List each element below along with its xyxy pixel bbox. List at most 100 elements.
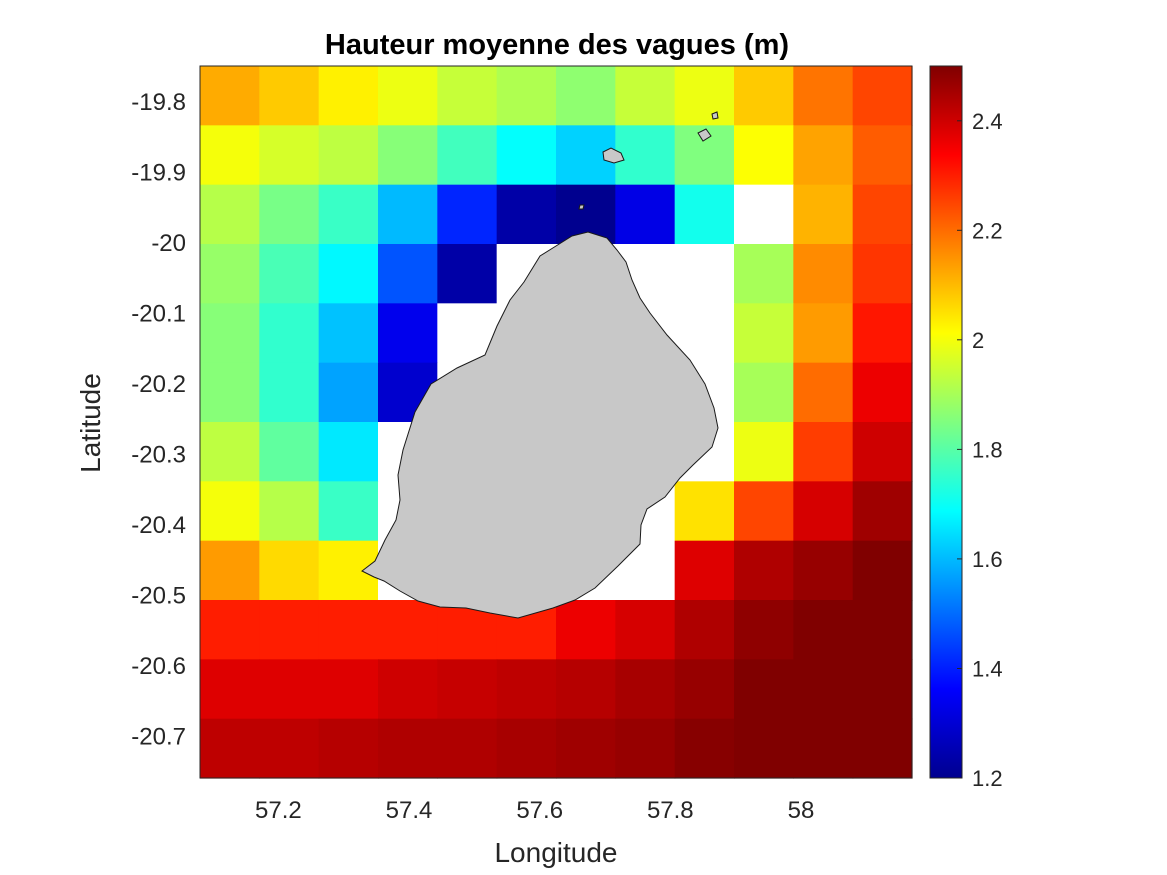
heatmap-cell	[734, 600, 794, 660]
heatmap-cell	[259, 540, 320, 601]
heatmap-cell	[852, 481, 913, 542]
y-tick-label: -20	[151, 230, 186, 257]
heatmap-cell	[378, 659, 438, 720]
heatmap-cell	[200, 422, 260, 482]
heatmap-cell	[852, 125, 913, 186]
heatmap-cell	[852, 659, 913, 720]
heatmap-cell	[852, 244, 913, 304]
heatmap-cell	[734, 481, 794, 542]
heatmap-cell	[852, 362, 913, 423]
heatmap-cell	[852, 184, 913, 245]
heatmap-cell	[200, 718, 260, 779]
islet-gunners-quoin	[602, 147, 625, 164]
heatmap-cell	[674, 659, 735, 720]
colorbar-tick-label: 2	[972, 328, 984, 353]
heatmap-cell	[793, 481, 854, 542]
heatmap-cell	[793, 659, 854, 720]
heatmap-cell	[200, 481, 260, 542]
x-tick-label: 57.4	[386, 797, 433, 824]
heatmap-cell	[674, 600, 735, 660]
heatmap-cell	[437, 718, 498, 779]
heatmap-cell	[674, 303, 735, 364]
heatmap-cell	[674, 184, 735, 245]
heatmap-cell	[674, 244, 735, 304]
heatmap-cell	[734, 184, 794, 245]
colorbar-tick-label: 1.4	[972, 657, 1003, 682]
heatmap-cell	[259, 303, 320, 364]
heatmap-cell	[852, 718, 913, 779]
heatmap-cell	[437, 125, 498, 186]
heatmap-cell	[318, 659, 379, 720]
heatmap-cell	[318, 718, 379, 779]
heatmap-cell	[734, 66, 794, 126]
heatmap-cell	[674, 718, 735, 779]
y-tick-label: -20.1	[131, 301, 186, 328]
heatmap-cell	[437, 184, 498, 245]
heatmap-cell	[259, 718, 320, 779]
heatmap-cell	[200, 244, 260, 304]
heatmap-cell	[615, 125, 676, 186]
y-tick-label: -20.4	[131, 512, 186, 539]
heatmap-cell	[200, 600, 260, 660]
heatmap-cell	[200, 659, 260, 720]
heatmap-cell	[378, 718, 438, 779]
heatmap-cell	[318, 66, 379, 126]
heatmap-cell	[615, 718, 676, 779]
colorbar-ticks: 1.2 1.4 1.6 1.8 2 2.2 2.4	[957, 109, 1003, 791]
heatmap-cell	[378, 184, 438, 245]
heatmap-cell	[318, 244, 379, 304]
heatmap-cell	[378, 244, 438, 304]
heatmap-cell	[200, 540, 260, 601]
heatmap-cell	[674, 540, 735, 601]
heatmap-cell	[793, 125, 854, 186]
heatmap-cell	[496, 125, 557, 186]
heatmap-cell	[318, 184, 379, 245]
heatmap-cell	[852, 303, 913, 364]
heatmap-cell	[734, 125, 794, 186]
heatmap-cell	[200, 125, 260, 186]
heatmap-cell	[734, 540, 794, 601]
heatmap-cell	[674, 66, 735, 126]
heatmap-cell	[437, 66, 498, 126]
heatmap-cell	[437, 659, 498, 720]
heatmap-cell	[259, 125, 320, 186]
y-tick-label: -20.7	[131, 724, 186, 751]
heatmap-cell	[793, 422, 854, 482]
x-tick-label: 57.8	[647, 797, 694, 824]
heatmap-cell	[556, 718, 616, 779]
x-axis-label: Longitude	[494, 837, 617, 868]
islet-flat-island	[697, 128, 712, 142]
heatmap-cell	[793, 66, 854, 126]
heatmap-cell	[734, 718, 794, 779]
heatmap-cell	[734, 422, 794, 482]
heatmap-cell	[496, 66, 557, 126]
heatmap-cell	[674, 481, 735, 542]
heatmap-cell	[200, 303, 260, 364]
heatmap-cell	[556, 659, 616, 720]
heatmap-cell	[852, 66, 913, 126]
y-tick-label: -19.8	[131, 89, 186, 116]
plot-area-frame	[199, 65, 913, 779]
y-axis-ticks: -19.8 -19.9 -20 -20.1 -20.2 -20.3 -20.4 -20.5 -2…	[131, 89, 186, 751]
island-landmass	[361, 231, 719, 619]
heatmap-cell	[200, 66, 260, 126]
heatmap-cell	[496, 184, 557, 245]
heatmap-cell	[615, 659, 676, 720]
heatmap-cell	[615, 184, 676, 245]
heatmap-cell	[259, 600, 320, 660]
heatmap-cell	[200, 362, 260, 423]
heatmap-cell	[793, 718, 854, 779]
colorbar-tick-label: 1.8	[972, 437, 1003, 462]
y-tick-label: -19.9	[131, 160, 186, 187]
colorbar-tick-label: 1.6	[972, 547, 1003, 572]
heatmap-cell	[318, 303, 379, 364]
y-tick-label: -20.5	[131, 583, 186, 610]
heatmap-cells	[200, 66, 913, 779]
heatmap-cell	[318, 362, 379, 423]
heatmap-cell	[615, 66, 676, 126]
y-tick-label: -20.3	[131, 442, 186, 469]
heatmap-cell	[378, 125, 438, 186]
y-tick-label: -20.6	[131, 653, 186, 680]
heatmap-cell	[259, 481, 320, 542]
